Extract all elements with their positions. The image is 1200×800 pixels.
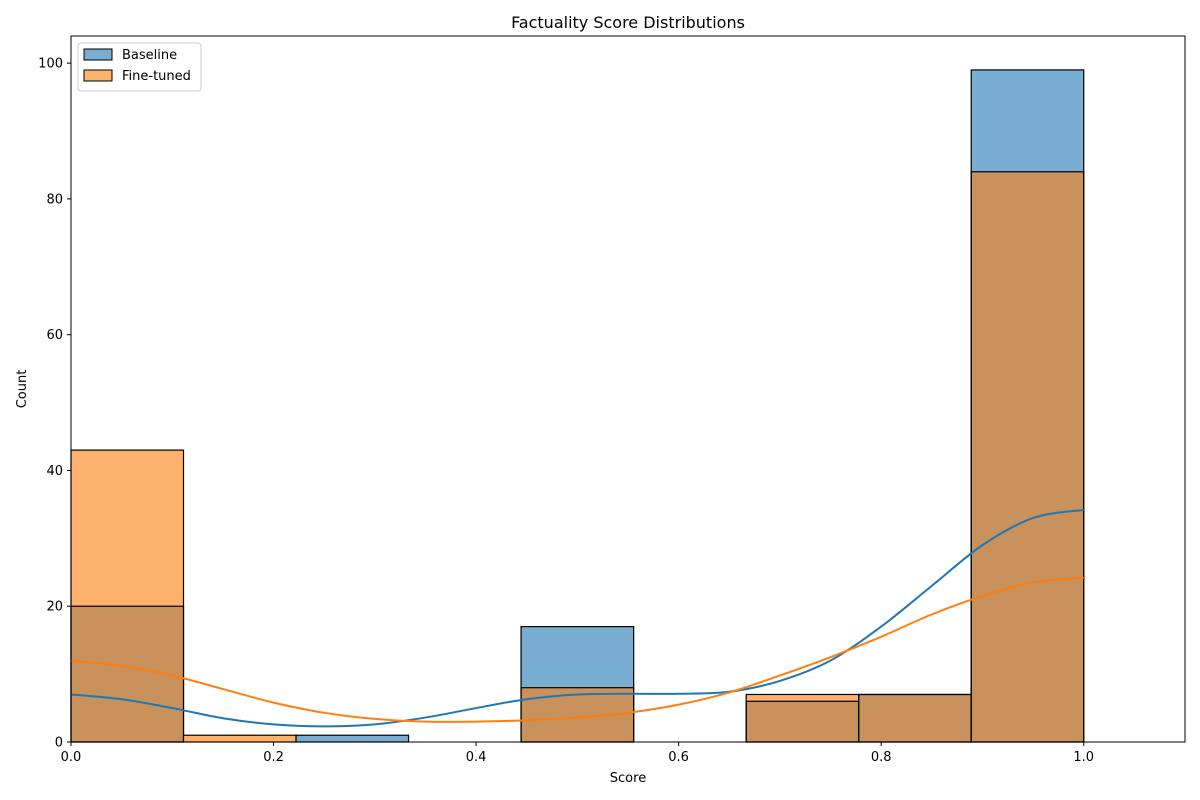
y-tick-label: 20 bbox=[46, 600, 63, 615]
legend-swatch-baseline bbox=[83, 48, 113, 61]
y-tick-label: 100 bbox=[38, 57, 63, 72]
legend-swatch-finetuned bbox=[83, 69, 113, 82]
x-tick-label: 0.8 bbox=[871, 750, 892, 765]
x-tick-label: 0.0 bbox=[61, 750, 82, 765]
y-tick-label: 60 bbox=[46, 328, 63, 343]
chart-title: Factuality Score Distributions bbox=[511, 13, 745, 32]
legend-label-baseline: Baseline bbox=[122, 48, 177, 63]
kde-line-baseline bbox=[70, 508, 1084, 728]
y-tick-label: 0 bbox=[55, 736, 63, 751]
plot-frame bbox=[70, 35, 1186, 743]
bar-excess-bin-8 bbox=[971, 69, 1084, 172]
bar-excess-bin-2 bbox=[296, 735, 409, 742]
x-tick-label: 1.0 bbox=[1073, 750, 1094, 765]
y-tick-label: 80 bbox=[46, 192, 63, 207]
bar-excess-bin-1 bbox=[183, 735, 297, 742]
y-axis-label: Count bbox=[15, 370, 30, 409]
x-axis-label: Score bbox=[610, 771, 646, 786]
kde-layer bbox=[70, 508, 1084, 728]
bar-overlap-bin-7 bbox=[858, 694, 972, 742]
bars-layer bbox=[70, 69, 1085, 743]
x-tick-label: 0.2 bbox=[263, 750, 284, 765]
axes-layer: 0.0 0.2 0.4 0.6 0.8 1.0 0 20 40 60 80 100 bbox=[38, 35, 1186, 765]
y-tick-label: 40 bbox=[46, 464, 63, 479]
x-tick-label: 0.6 bbox=[668, 750, 689, 765]
bar-overlap-bin-6 bbox=[746, 701, 859, 742]
bar-excess-bin-6 bbox=[746, 694, 859, 702]
bar-overlap-bin-8 bbox=[971, 171, 1084, 742]
kde-line-finetuned bbox=[70, 576, 1084, 723]
bar-excess-bin-4 bbox=[521, 626, 634, 688]
legend: Baseline Fine-tuned bbox=[77, 42, 202, 92]
bar-excess-bin-0 bbox=[71, 450, 184, 607]
legend-label-finetuned: Fine-tuned bbox=[122, 69, 191, 84]
x-tick-label: 0.4 bbox=[466, 750, 487, 765]
